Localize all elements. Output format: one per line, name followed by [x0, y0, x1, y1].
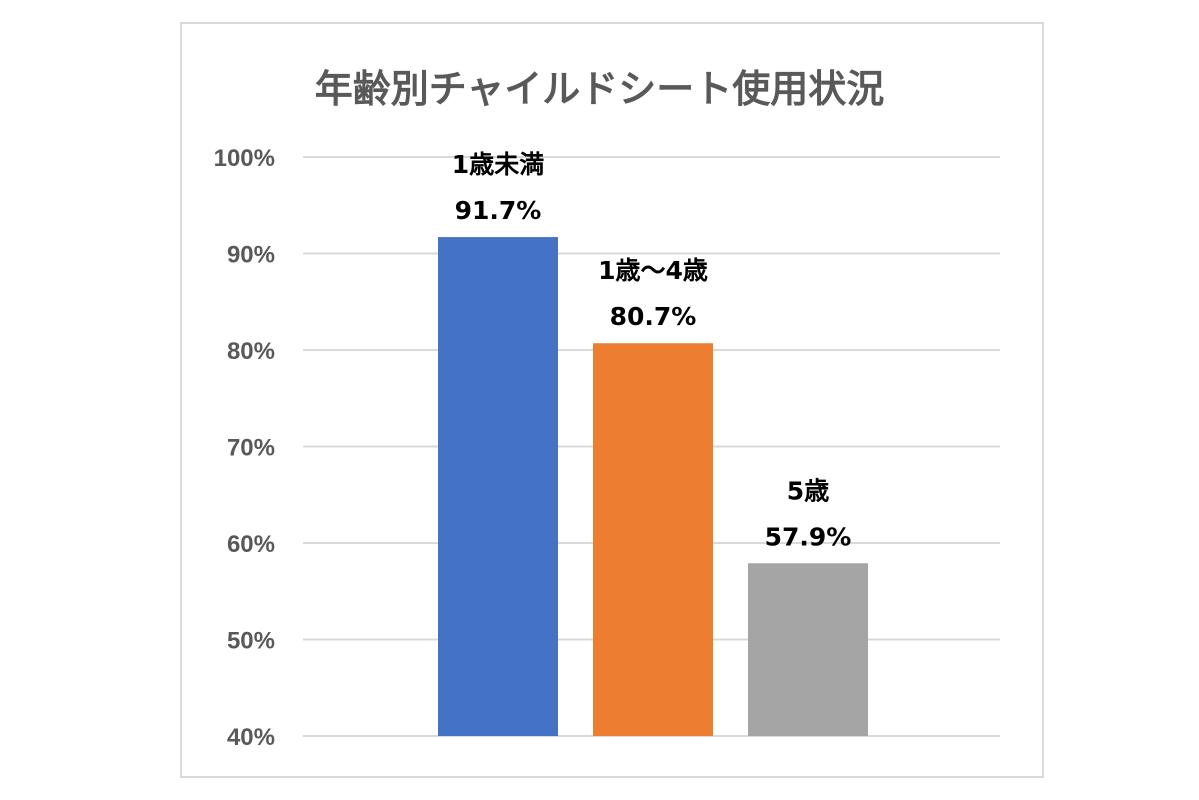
y-tick-label: 40%	[227, 724, 275, 751]
y-tick-label: 100%	[214, 145, 275, 172]
y-tick-label: 80%	[227, 338, 275, 365]
bar-value-label: 91.7%	[455, 196, 542, 225]
y-tick-label: 60%	[227, 531, 275, 558]
chart-title: 年齢別チャイルドシート使用状況	[314, 67, 885, 111]
bar-category-label: 1歳～4歳	[598, 256, 708, 285]
bar-category-label: 5歳	[787, 476, 829, 505]
bar	[438, 237, 558, 736]
y-tick-label: 70%	[227, 435, 275, 462]
y-tick-label: 50%	[227, 628, 275, 655]
bar-category-label: 1歳未満	[452, 150, 544, 179]
y-tick-label: 90%	[227, 242, 275, 269]
bar-value-label: 80.7%	[610, 302, 697, 331]
bar	[593, 343, 713, 736]
bar-value-label: 57.9%	[765, 522, 852, 551]
bar	[748, 563, 868, 736]
